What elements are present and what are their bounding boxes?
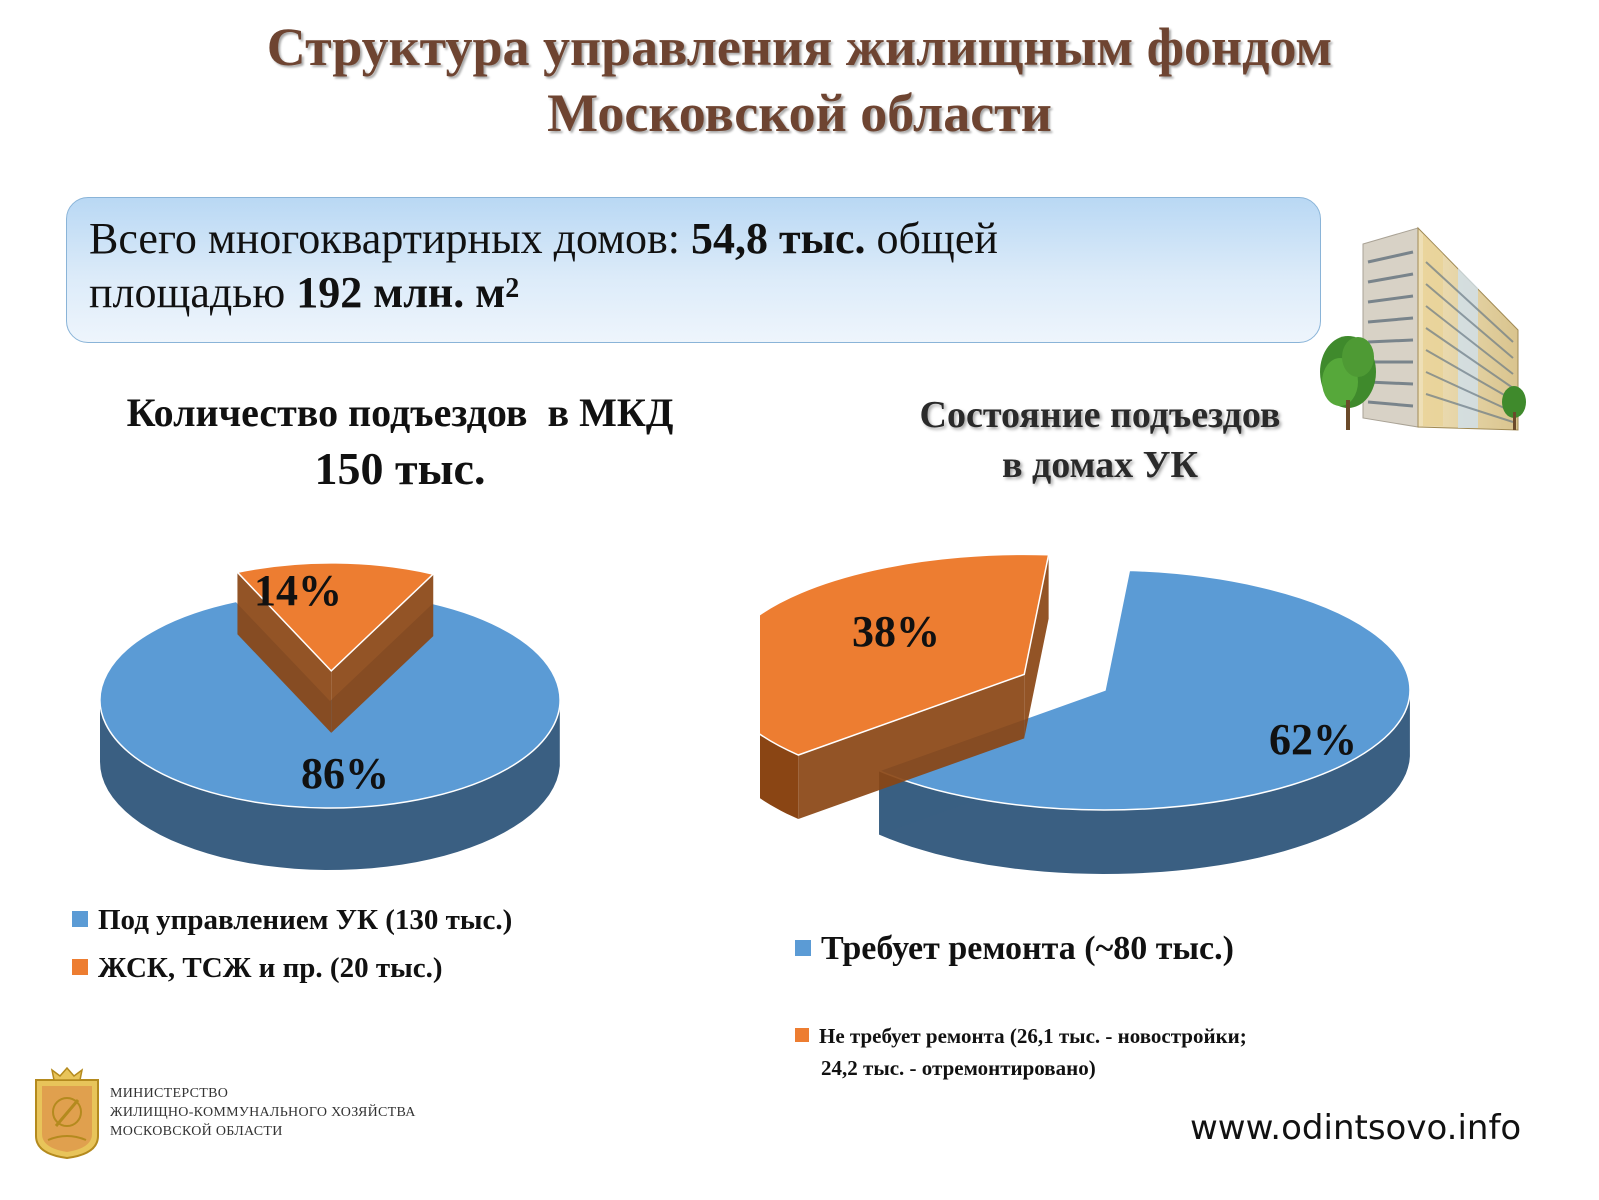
right-chart-title-line2: в домах УК [1001, 444, 1199, 486]
legend-left-item-zhsk: ЖСК, ТСЖ и пр. (20 тыс.) [72, 952, 443, 985]
pie-slice-cut-face [798, 674, 1025, 820]
page-title-line1: Структура управления жилищным фондом [266, 17, 1333, 77]
legend-label-line2: 24,2 тыс. - отремонтировано) [821, 1056, 1096, 1080]
left-chart-title: Количество подъездов в МКД 150 тыс. [20, 385, 780, 497]
pie-slice-side [760, 734, 799, 819]
right-chart-title: Состояние подъездов в домах УК [860, 390, 1340, 490]
summary-middle: общей [865, 214, 998, 263]
pie-label-1: 14% [254, 566, 342, 615]
legend-swatch [795, 940, 811, 957]
pie-label-0: 62% [1269, 715, 1357, 764]
legend-label-line1: Не требует ремонта (26,1 тыс. - новостро… [819, 1024, 1247, 1048]
summary-houses: 54,8 тыс. [691, 214, 866, 263]
legend-right-item-repair: Требует ремонта (~80 тыс.) [795, 930, 1234, 968]
summary-prefix: Всего многоквартирных домов: [89, 214, 692, 263]
right-chart-title-line1: Состояние подъездов [919, 394, 1281, 436]
pie-slice-cut-face [331, 574, 434, 733]
pie-label-0: 86% [301, 749, 389, 798]
summary-area: 192 млн. м2 [296, 268, 519, 317]
legend-label: ЖСК, ТСЖ и пр. (20 тыс.) [98, 952, 443, 984]
summary-area-value: 192 млн. м [296, 268, 506, 317]
legend-label: Под управлением УК (130 тыс.) [98, 904, 513, 936]
building-illustration [1320, 226, 1526, 431]
page-title-line2: Московской области [547, 83, 1052, 143]
pie-slice-side [100, 699, 560, 870]
legend-swatch [72, 959, 88, 976]
pie-slice-1 [760, 553, 1050, 820]
left-chart-title-line2: 150 тыс. [314, 443, 486, 494]
pie-slice-1 [235, 562, 435, 733]
coat-of-arms-icon [35, 1066, 99, 1160]
left-pie-chart: 86% 14% [99, 562, 561, 870]
summary-line1: Всего многоквартирных домов: 54,8 тыс. о… [89, 212, 1300, 266]
legend-right-item-no-repair: Не требует ремонта (26,1 тыс. - новостро… [795, 1020, 1247, 1084]
pie-slice-side [879, 692, 1410, 874]
ministry-line3: МОСКОВСКОЙ ОБЛАСТИ [110, 1124, 283, 1139]
pie-slice-top [877, 569, 1411, 811]
legend-swatch [72, 911, 88, 928]
legend-swatch [795, 1028, 809, 1043]
pie-slice-cut-face [237, 572, 332, 733]
ministry-line1: МИНИСТЕРСТВО [110, 1086, 229, 1101]
summary-area-sup: 2 [505, 273, 520, 304]
pie-slice-cut-face [1024, 554, 1049, 739]
pie-label-1: 38% [852, 607, 940, 656]
right-pie-chart: 62% 38% [760, 553, 1411, 874]
page-title: Структура управления жилищным фондом Мос… [0, 14, 1599, 146]
summary-box: Всего многоквартирных домов: 54,8 тыс. о… [66, 197, 1321, 343]
pie-slice-top [235, 562, 435, 672]
legend-label: Требует ремонта (~80 тыс.) [821, 930, 1234, 967]
pie-slice-top [760, 553, 1050, 756]
pie-slice-0 [877, 569, 1411, 874]
summary-line2-prefix: площадью [89, 268, 297, 317]
legend-left-item-uk: Под управлением УК (130 тыс.) [72, 904, 512, 937]
ministry-caption: МИНИСТЕРСТВО ЖИЛИЩНО-КОММУНАЛЬНОГО ХОЗЯЙ… [110, 1084, 416, 1141]
left-chart-title-line1: Количество подъездов в МКД [126, 390, 674, 435]
summary-line2: площадью 192 млн. м2 [89, 266, 1300, 320]
website-link[interactable]: www.odintsovo.info [1190, 1108, 1522, 1148]
ministry-line2: ЖИЛИЩНО-КОММУНАЛЬНОГО ХОЗЯЙСТВА [110, 1105, 416, 1120]
